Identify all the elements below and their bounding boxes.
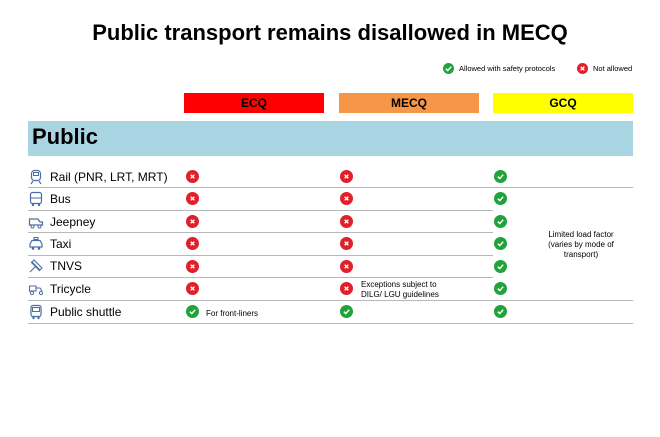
x-icon (186, 170, 199, 183)
row-divider (28, 255, 493, 256)
check-icon (494, 260, 507, 273)
shuttle-icon (28, 304, 44, 320)
x-icon (577, 63, 588, 74)
check-icon (494, 192, 507, 205)
row-label-jeepney: Jeepney (28, 211, 95, 233)
legend-allowed: Allowed with safety protocols (443, 63, 555, 74)
row-divider (28, 277, 493, 278)
car-icon (28, 258, 44, 274)
row-label-text: Tricycle (50, 282, 91, 296)
row-label-text: TNVS (50, 259, 83, 273)
note-exceptions-line2: DILG/ LGU guidelines (361, 290, 439, 299)
note-load-factor: Limited load factor (varies by mode of t… (536, 230, 626, 260)
x-icon (186, 282, 199, 295)
page-title: Public transport remains disallowed in M… (92, 20, 568, 45)
x-icon (186, 237, 199, 250)
row-label-bus: Bus (28, 188, 71, 210)
column-header-ecq: ECQ (184, 93, 324, 113)
row-label-tricycle: Tricycle (28, 278, 91, 300)
column-header-gcq: GCQ (493, 93, 633, 113)
row-divider (28, 323, 633, 324)
check-icon (494, 282, 507, 295)
row-label-text: Rail (PNR, LRT, MRT) (50, 170, 168, 184)
row-label-text: Public shuttle (50, 305, 122, 319)
note-exceptions: Exceptions subject to DILG/ LGU guidelin… (361, 280, 439, 300)
x-icon (186, 260, 199, 273)
note-front-liners: For front-liners (206, 309, 259, 318)
x-icon (340, 170, 353, 183)
taxi-icon (28, 236, 44, 252)
x-icon (186, 215, 199, 228)
row-divider (28, 300, 633, 301)
x-icon (340, 260, 353, 273)
tricycle-icon (28, 281, 44, 297)
row-label-tnvs: TNVS (28, 255, 82, 277)
row-label-text: Jeepney (50, 215, 96, 229)
check-icon (494, 305, 507, 318)
row-label-shuttle: Public shuttle (28, 301, 121, 323)
x-icon (340, 282, 353, 295)
row-label-taxi: Taxi (28, 233, 71, 255)
row-label-text: Taxi (50, 237, 72, 251)
row-divider (28, 210, 493, 211)
column-header-mecq: MECQ (339, 93, 479, 113)
row-label-rail: Rail (PNR, LRT, MRT) (28, 166, 168, 188)
check-icon (494, 237, 507, 250)
bus-icon (28, 191, 44, 207)
legend-allowed-label: Allowed with safety protocols (459, 64, 556, 73)
note-load-line2: (varies by mode of (548, 240, 614, 249)
note-load-line1: Limited load factor (548, 230, 614, 239)
check-icon (494, 215, 507, 228)
legend-not-allowed-label: Not allowed (593, 64, 633, 73)
row-divider (28, 187, 633, 188)
section-title: Public (32, 124, 99, 149)
check-icon (340, 305, 353, 318)
note-load-line3: transport) (563, 250, 599, 259)
x-icon (340, 192, 353, 205)
row-label-text: Bus (50, 192, 71, 206)
check-icon (443, 63, 454, 74)
check-icon (494, 170, 507, 183)
x-icon (340, 237, 353, 250)
note-exceptions-line1: Exceptions subject to (361, 280, 437, 289)
row-divider (28, 232, 493, 233)
section-band: Public (28, 121, 633, 156)
train-icon (28, 169, 44, 185)
x-icon (340, 215, 353, 228)
check-icon (186, 305, 199, 318)
jeepney-icon (28, 214, 44, 230)
x-icon (186, 192, 199, 205)
legend-not-allowed: Not allowed (577, 63, 632, 74)
